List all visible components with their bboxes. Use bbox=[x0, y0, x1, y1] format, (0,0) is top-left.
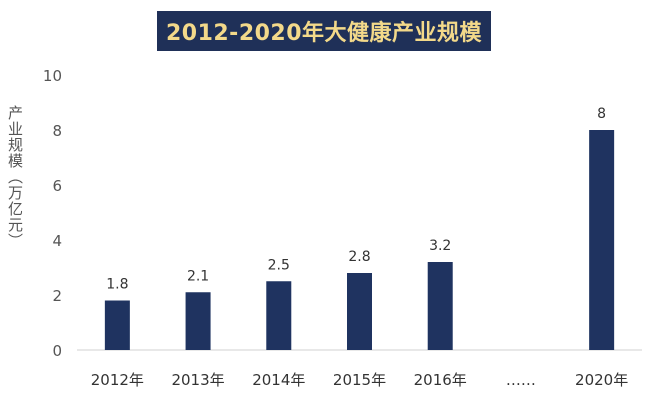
y-tick-label: 8 bbox=[52, 122, 62, 140]
bar bbox=[427, 262, 453, 350]
x-tick-label: 2012年 bbox=[91, 371, 144, 389]
x-tick-label: 2016年 bbox=[414, 371, 467, 389]
y-tick-label: 2 bbox=[52, 287, 62, 305]
y-axis-label: 产业规模（万亿元） bbox=[6, 105, 24, 249]
x-tick-label: …… bbox=[506, 371, 536, 389]
bar bbox=[104, 300, 130, 350]
data-label: 3.2 bbox=[429, 238, 451, 254]
bar bbox=[347, 273, 372, 350]
data-label: 8 bbox=[597, 106, 606, 122]
x-tick-label: 2014年 bbox=[252, 371, 305, 389]
y-tick-label: 6 bbox=[52, 177, 62, 195]
data-label: 2.1 bbox=[187, 268, 209, 284]
bar bbox=[185, 292, 211, 350]
chart-title: 2012-2020年大健康产业规模 bbox=[165, 21, 483, 46]
y-tick-label: 0 bbox=[52, 342, 62, 360]
bar bbox=[266, 281, 292, 350]
x-tick-label: 2013年 bbox=[171, 371, 224, 389]
x-tick-label: 2015年 bbox=[333, 371, 386, 389]
y-tick-label: 4 bbox=[52, 232, 62, 250]
chart-title-banner: 2012-2020年大健康产业规模 bbox=[157, 11, 491, 51]
data-label: 2.5 bbox=[268, 257, 290, 273]
data-label: 1.8 bbox=[106, 277, 128, 293]
x-tick-label: 2020年 bbox=[575, 371, 628, 389]
data-label: 2.8 bbox=[348, 249, 370, 265]
bar bbox=[589, 130, 615, 350]
y-tick-label: 10 bbox=[43, 67, 62, 85]
